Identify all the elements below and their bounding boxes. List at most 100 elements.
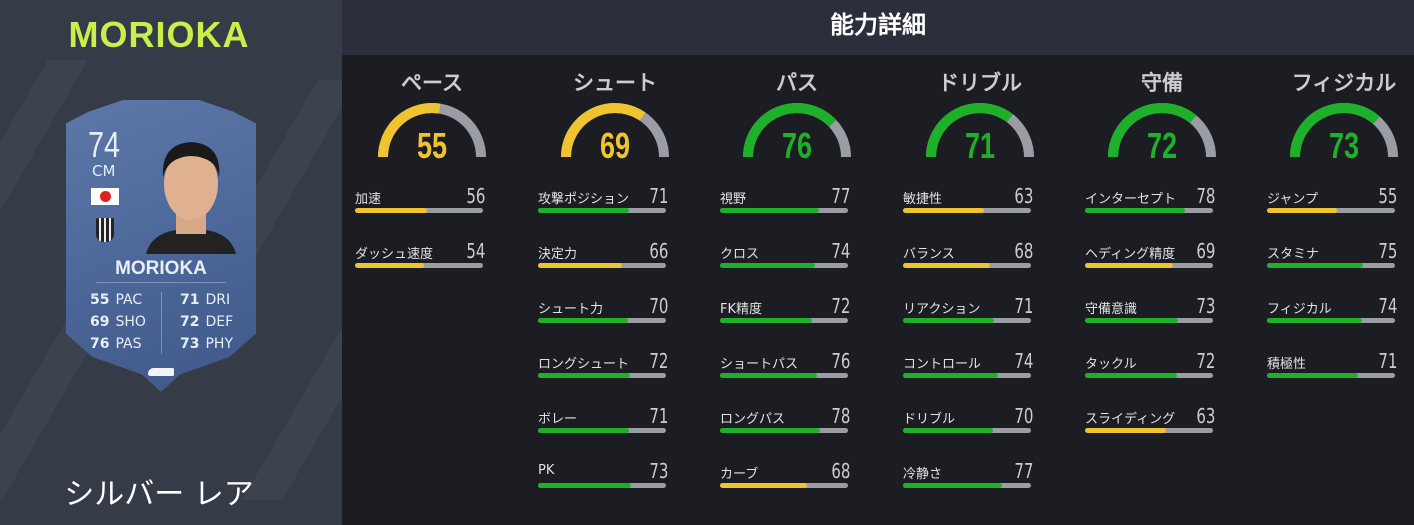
stat-bar — [1085, 263, 1213, 268]
stat-bar — [538, 263, 666, 268]
category-value: 76 — [781, 125, 813, 166]
stat-row: ボレー 71 — [538, 404, 668, 438]
player-card[interactable]: 74 CM MORIOKA 55 PAC 69 SHO 76 PAS 71 DRI 72… — [66, 100, 256, 392]
stat-row: 攻撃ポジション 71 — [538, 184, 668, 218]
stat-row: コントロール 74 — [903, 349, 1033, 383]
stat-value: 63 — [1013, 184, 1033, 208]
category-gauge — [926, 103, 1034, 158]
stat-row: ジャンプ 55 — [1267, 184, 1397, 218]
card-stat-value: 72 — [180, 314, 200, 330]
stat-label: クロス — [720, 247, 760, 262]
stat-label: ロングパス — [720, 412, 786, 427]
stat-bar — [538, 208, 666, 213]
stat-value: 78 — [830, 404, 850, 428]
stat-label: スライディング — [1085, 412, 1176, 427]
stat-bar-fill — [1267, 208, 1338, 213]
stat-value: 54 — [465, 239, 485, 263]
card-overall: 74 — [88, 124, 121, 165]
stat-bar-fill — [1085, 373, 1178, 378]
stat-bar-fill — [903, 318, 994, 323]
stat-value: 72 — [648, 349, 668, 373]
stat-label: リアクション — [903, 302, 981, 317]
card-stat-key: DEF — [205, 314, 234, 330]
card-stat-key: PAC — [115, 292, 143, 308]
stat-bar-fill — [1085, 263, 1174, 268]
club-crest-icon — [96, 218, 114, 242]
gauge-fill — [1290, 102, 1380, 158]
stat-label: タックル — [1085, 357, 1137, 372]
card-stat: 69 SHO — [90, 314, 160, 330]
card-stat: 71 DRI — [180, 292, 250, 308]
stat-bar — [903, 263, 1031, 268]
stat-label: スタミナ — [1267, 247, 1320, 262]
stat-row: ショートパス 76 — [720, 349, 850, 383]
stat-value: 77 — [1013, 459, 1033, 483]
stat-row: 敏捷性 63 — [903, 184, 1033, 218]
stat-row: 積極性 71 — [1267, 349, 1397, 383]
stat-bar — [1267, 318, 1395, 323]
category-value: 71 — [964, 125, 996, 166]
stat-bar-fill — [720, 318, 813, 323]
stat-label: 冷静さ — [903, 467, 943, 482]
stat-bar-fill — [538, 428, 629, 433]
stat-row: フィジカル 74 — [1267, 294, 1397, 328]
player-photo — [146, 142, 236, 254]
stat-value: 74 — [830, 239, 850, 263]
stat-bar-fill — [720, 428, 820, 433]
card-position: CM — [92, 162, 116, 180]
category-gauge — [1290, 102, 1398, 158]
stat-row: 守備意識 73 — [1085, 294, 1215, 328]
stat-row: シュート力 70 — [538, 294, 668, 328]
stat-bar-fill — [538, 318, 628, 323]
category-value: 69 — [599, 125, 631, 166]
stat-row: ダッシュ速度 54 — [355, 239, 485, 273]
stat-value: 55 — [1377, 184, 1397, 208]
stat-row: 視野 77 — [720, 184, 850, 218]
stat-label: ショートパス — [720, 357, 799, 372]
stat-bar — [538, 483, 666, 488]
category-gauge — [378, 103, 486, 158]
stat-value: 66 — [648, 239, 668, 263]
stat-row: FK精度 72 — [720, 294, 850, 328]
stat-bar — [720, 373, 848, 378]
card-stat: 72 DEF — [180, 314, 250, 330]
player-panel: MORIOKA 74 CM MORIOKA 55 PAC 69 SHO 76 PAS … — [0, 0, 342, 525]
stat-bar-fill — [720, 208, 819, 213]
stat-label: FK精度 — [720, 302, 763, 317]
card-stat-value: 71 — [180, 292, 200, 308]
stat-bar-fill — [903, 208, 984, 213]
stat-bar — [720, 483, 848, 488]
stat-row: 冷静さ 77 — [903, 459, 1033, 493]
stat-row: PK 73 — [538, 459, 668, 493]
stat-bar — [538, 428, 666, 433]
stat-bar-fill — [903, 483, 1002, 488]
stat-label: ロングシュート — [538, 357, 630, 372]
stat-label: ヘディング精度 — [1085, 247, 1176, 262]
stat-label: コントロール — [903, 357, 982, 372]
stat-bar-fill — [903, 263, 991, 268]
category-title: ペース — [401, 71, 463, 95]
stat-row: ロングパス 78 — [720, 404, 850, 438]
category-gauge — [561, 103, 669, 158]
stat-bar — [1267, 208, 1395, 213]
stat-value: 56 — [465, 184, 485, 208]
stat-label: 視野 — [720, 192, 747, 207]
stat-bar — [355, 208, 483, 213]
stat-bar — [720, 428, 848, 433]
stat-value: 74 — [1013, 349, 1033, 373]
stat-label: ドリブル — [903, 412, 956, 427]
stat-value: 70 — [1013, 404, 1033, 428]
stat-bar — [538, 318, 666, 323]
category-gauge — [743, 103, 851, 158]
stat-bar-fill — [1085, 318, 1179, 323]
category-title: 守備 — [1141, 71, 1183, 95]
card-stat-key: DRI — [205, 292, 231, 308]
stat-row: タックル 72 — [1085, 349, 1215, 383]
stat-bar — [720, 263, 848, 268]
stat-row: カーブ 68 — [720, 459, 850, 493]
stat-label: PK — [538, 463, 555, 478]
stat-row: 決定力 66 — [538, 239, 668, 273]
japan-flag-icon — [91, 188, 119, 205]
stat-value: 63 — [1195, 404, 1215, 428]
card-stat-key: PHY — [205, 336, 234, 352]
